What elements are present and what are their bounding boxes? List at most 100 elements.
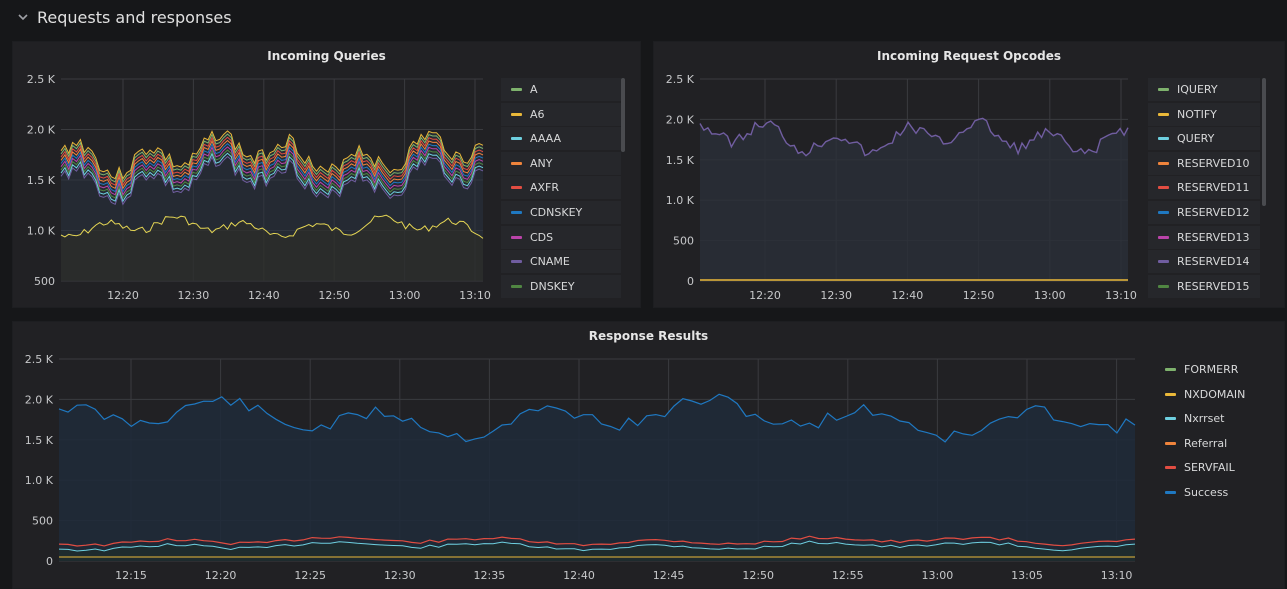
legend-item-reserved12[interactable]: RESERVED12 [1148, 200, 1260, 224]
legend-label: RESERVED10 [1177, 156, 1250, 170]
chevron-down-icon [18, 14, 28, 21]
y-tick-label: 0 [46, 555, 53, 568]
legend-item-formerr[interactable]: FORMERR [1155, 358, 1275, 381]
legend-label: NOTIFY [1177, 107, 1217, 121]
legend-label: NXDOMAIN [1184, 387, 1246, 401]
series-color-swatch [1158, 284, 1169, 288]
row-header-requests-responses[interactable]: Requests and responses [0, 0, 1287, 34]
legend-item-reserved10[interactable]: RESERVED10 [1148, 151, 1260, 175]
series-color-swatch [511, 235, 522, 239]
incoming-queries-graph: 2.5 K 2.0 K 1.5 K 1.0 K 500 12:20 12:30 12:40 12… [27, 73, 491, 302]
x-tick-label: 12:20 [107, 289, 139, 302]
legend-item-notify[interactable]: NOTIFY [1148, 102, 1260, 126]
legend-item-cname[interactable]: CNAME [501, 250, 621, 274]
legend-item-reserved13[interactable]: RESERVED13 [1148, 225, 1260, 249]
y-tick-label: 1.0 K [27, 225, 56, 238]
legend-item-reserved14[interactable]: RESERVED14 [1148, 250, 1260, 274]
x-tick-label: 13:10 [1101, 569, 1133, 582]
legend-item-query[interactable]: QUERY [1148, 127, 1260, 151]
legend-label: RESERVED12 [1177, 205, 1250, 219]
incoming-request-opcodes-graph: 2.5 K 2.0 K 1.5 K 1.0 K 500 0 12:20 12:30 12:40 1… [666, 73, 1137, 302]
x-tick-label: 13:10 [459, 289, 491, 302]
legend-item-referral[interactable]: Referral [1155, 432, 1275, 455]
y-tick-label: 2.5 K [25, 353, 54, 366]
panel-title-incoming-queries[interactable]: Incoming Queries [267, 49, 386, 63]
legend-label: RESERVED13 [1177, 230, 1250, 244]
series-color-swatch [1165, 392, 1176, 396]
series-line [60, 146, 484, 196]
y-tick-label: 500 [32, 515, 53, 528]
legend-item-aaaa[interactable]: AAAA [501, 127, 621, 151]
legend-item-iquery[interactable]: IQUERY [1148, 78, 1260, 101]
series-line [60, 130, 484, 180]
y-tick-label: 0 [687, 275, 694, 288]
legend-label: CNAME [530, 255, 570, 269]
series-color-swatch [1158, 112, 1169, 116]
y-tick-label: 2.0 K [25, 393, 54, 406]
y-tick-label: 500 [34, 275, 55, 288]
panel-title-response-results[interactable]: Response Results [588, 329, 709, 343]
y-tick-label: 1.0 K [25, 474, 54, 487]
legend-label: ANY [530, 156, 553, 170]
legend-item-dnskey[interactable]: DNSKEY [501, 274, 621, 298]
legend-incoming-request-opcodes: IQUERY NOTIFY QUERY RESERVED10 RESERVED11 RES… [1148, 78, 1260, 300]
y-tick-label: 2.0 K [27, 124, 56, 137]
legend-item-axfr[interactable]: AXFR [501, 176, 621, 200]
legend-label: A [530, 83, 538, 96]
legend-item-cdnskey[interactable]: CDNSKEY [501, 200, 621, 224]
x-tick-label: 13:00 [389, 289, 421, 302]
series-line [60, 136, 484, 187]
legend-item-a6[interactable]: A6 [501, 102, 621, 126]
series-color-swatch [1165, 441, 1176, 445]
legend-item-servfail[interactable]: SERVFAIL [1155, 456, 1275, 479]
series-color-swatch [511, 137, 522, 141]
y-tick-label: 1.5 K [27, 174, 56, 187]
panel-incoming-queries: Incoming Queries 2.5 K 2.0 K 1.5 K 1.0 K 500… [12, 41, 641, 308]
series-line [58, 393, 1136, 443]
legend-label: Referral [1184, 436, 1228, 450]
legend-scrollbar[interactable] [621, 78, 625, 152]
legend-response-results: FORMERR NXDOMAIN Nxrrset Referral SERVFAIL Su… [1155, 358, 1275, 518]
legend-item-success[interactable]: Success [1155, 481, 1275, 504]
series-color-swatch [1158, 260, 1169, 264]
y-tick-label: 1.5 K [25, 434, 54, 447]
legend-item-nxrrset[interactable]: Nxrrset [1155, 407, 1275, 430]
series-line [58, 540, 1136, 552]
series-group [60, 130, 484, 281]
x-tick-label: 12:55 [832, 569, 864, 582]
legend-item-reserved15[interactable]: RESERVED15 [1148, 274, 1260, 298]
legend-label: AXFR [530, 181, 560, 195]
legend-label: AAAA [530, 132, 562, 146]
series-color-swatch [1158, 137, 1169, 141]
legend-item-any[interactable]: ANY [501, 151, 621, 175]
legend-label: SERVFAIL [1184, 461, 1235, 475]
series-area [59, 541, 1135, 561]
legend-label: IQUERY [1177, 83, 1218, 96]
series-color-swatch [511, 88, 522, 91]
x-tick-label: 13:00 [922, 569, 954, 582]
series-area [61, 215, 483, 281]
series-line [60, 152, 484, 203]
series-color-swatch [1158, 161, 1169, 165]
x-tick-label: 12:20 [205, 569, 237, 582]
row-title: Requests and responses [37, 7, 232, 27]
series-color-swatch [1165, 368, 1176, 371]
legend-item-cds[interactable]: CDS [501, 225, 621, 249]
legend-scrollbar[interactable] [1262, 78, 1266, 206]
series-group [58, 393, 1136, 561]
x-tick-label: 12:50 [963, 289, 995, 302]
series-color-swatch [1158, 186, 1169, 190]
legend-item-nxdomain[interactable]: NXDOMAIN [1155, 383, 1275, 406]
x-tick-label: 12:35 [474, 569, 506, 582]
legend-label: FORMERR [1184, 363, 1239, 376]
series-color-swatch [1165, 466, 1176, 470]
x-tick-label: 12:30 [384, 569, 416, 582]
series-area [59, 394, 1135, 561]
legend-item-a[interactable]: A [501, 78, 621, 101]
series-color-swatch [511, 186, 522, 190]
series-group [699, 117, 1129, 282]
panel-title-incoming-request-opcodes[interactable]: Incoming Request Opcodes [876, 49, 1062, 63]
legend-item-reserved11[interactable]: RESERVED11 [1148, 176, 1260, 200]
series-color-swatch [1158, 210, 1169, 214]
x-tick-label: 12:40 [248, 289, 280, 302]
